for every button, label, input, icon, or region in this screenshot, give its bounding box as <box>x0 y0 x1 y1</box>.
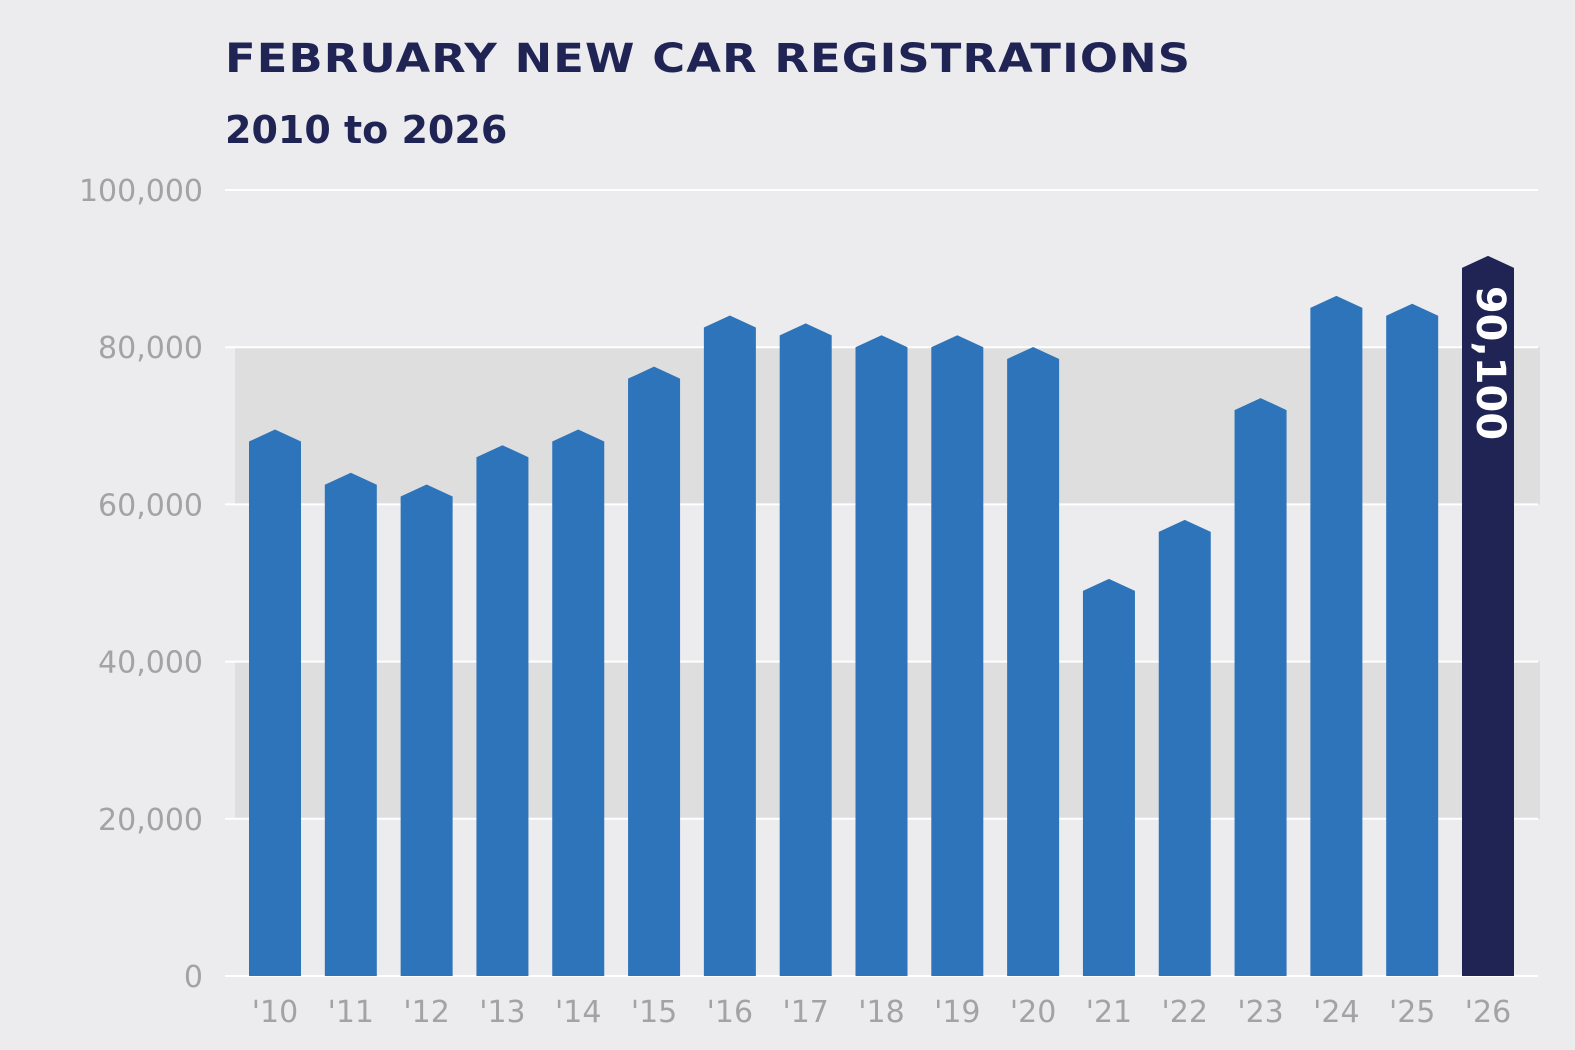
y-tick-label: 20,000 <box>98 803 203 838</box>
x-tick-label: '20 <box>1010 995 1056 1030</box>
data-labels: 90,100 <box>1467 286 1513 440</box>
bar <box>703 315 756 976</box>
x-tick-label: '19 <box>934 995 980 1030</box>
x-tick-label: '14 <box>555 995 601 1030</box>
x-tick-label: '21 <box>1086 995 1132 1030</box>
y-tick-label: 0 <box>184 960 203 995</box>
x-tick-label: '23 <box>1237 995 1283 1030</box>
bar <box>779 323 832 976</box>
bar <box>628 366 681 976</box>
bar <box>855 335 908 976</box>
x-tick-label: '13 <box>479 995 525 1030</box>
x-tick-label: '18 <box>858 995 904 1030</box>
y-tick-label: 40,000 <box>98 646 203 681</box>
x-tick-label: '26 <box>1465 995 1511 1030</box>
x-tick-label: '10 <box>252 995 298 1030</box>
bar <box>931 335 984 976</box>
x-tick-label: '11 <box>328 995 374 1030</box>
bar <box>1158 519 1211 976</box>
bar <box>476 445 529 976</box>
bars <box>249 255 1514 977</box>
bar <box>1386 303 1439 976</box>
chart-title: FEBRUARY NEW CAR REGISTRATIONS <box>225 36 1192 82</box>
y-tick-label: 100,000 <box>79 174 203 209</box>
chart-subtitle: 2010 to 2026 <box>225 108 508 152</box>
x-tick-label: '17 <box>782 995 828 1030</box>
data-label: 90,100 <box>1467 286 1513 440</box>
x-tick-label: '15 <box>631 995 677 1030</box>
x-tick-label: '24 <box>1313 995 1359 1030</box>
bar <box>249 429 301 976</box>
x-tick-label: '25 <box>1389 995 1435 1030</box>
bar <box>1007 346 1060 976</box>
y-axis-ticks: 0 20,000 40,000 60,000 80,000 100,000 <box>79 174 203 995</box>
x-tick-label: '12 <box>403 995 449 1030</box>
x-axis-ticks: '10 '11 '12 '13 '14 '15 '16 '17 '18 '19 '20 '21 '22 '… <box>252 995 1511 1030</box>
bar <box>324 472 377 976</box>
bar <box>1310 295 1363 976</box>
bar <box>1082 578 1135 976</box>
x-tick-label: '22 <box>1162 995 1208 1030</box>
bar <box>552 429 605 976</box>
bar <box>1234 398 1287 977</box>
y-tick-label: 60,000 <box>98 488 203 523</box>
bar <box>400 484 453 976</box>
x-tick-label: '16 <box>707 995 753 1030</box>
bar <box>1462 255 1514 977</box>
y-tick-label: 80,000 <box>98 331 203 366</box>
